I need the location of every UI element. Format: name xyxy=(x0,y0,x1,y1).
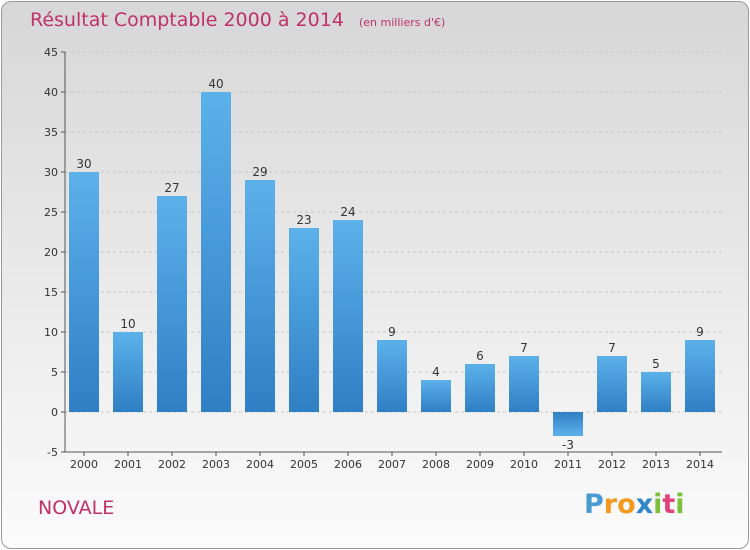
value-label: 6 xyxy=(476,349,484,363)
bar-2003 xyxy=(201,92,231,412)
bar-2002 xyxy=(157,196,187,412)
bar-2008 xyxy=(421,380,451,412)
x-tick-label: 2007 xyxy=(378,458,406,471)
value-label: 4 xyxy=(432,365,440,379)
value-label: 24 xyxy=(340,205,355,219)
y-tick-label: 5 xyxy=(51,366,58,379)
x-tick-label: 2008 xyxy=(422,458,450,471)
bar-2012 xyxy=(597,356,627,412)
value-label: 40 xyxy=(208,77,223,91)
y-tick-label: 15 xyxy=(44,286,58,299)
value-label: 5 xyxy=(652,357,660,371)
logo-letter: i xyxy=(653,489,663,520)
value-label: 7 xyxy=(608,341,616,355)
logo-letter: x xyxy=(635,489,654,520)
x-tick-label: 2012 xyxy=(598,458,626,471)
x-tick-label: 2009 xyxy=(466,458,494,471)
bar-2000 xyxy=(69,172,99,412)
y-tick-label: 30 xyxy=(44,166,58,179)
logo-letter: P xyxy=(584,489,604,520)
x-tick-label: 2001 xyxy=(114,458,142,471)
bar-2011 xyxy=(553,412,583,436)
y-tick-label: 25 xyxy=(44,206,58,219)
bar-2004 xyxy=(245,180,275,412)
chart-title-block: Résultat Comptable 2000 à 2014 (en milli… xyxy=(30,9,445,31)
value-label: 29 xyxy=(252,165,267,179)
bar-2006 xyxy=(333,220,363,412)
y-tick-label: 0 xyxy=(51,406,58,419)
y-tick-label: 20 xyxy=(44,246,58,259)
bar-2010 xyxy=(509,356,539,412)
logo-letter: o xyxy=(617,489,636,520)
x-tick-label: 2000 xyxy=(70,458,98,471)
bar-2001 xyxy=(113,332,143,412)
x-tick-label: 2006 xyxy=(334,458,362,471)
x-tick-label: 2013 xyxy=(642,458,670,471)
value-label: -3 xyxy=(562,438,574,452)
value-label: 23 xyxy=(296,213,311,227)
y-tick-label: 45 xyxy=(44,46,58,59)
x-tick-label: 2003 xyxy=(202,458,230,471)
x-tick-label: 2011 xyxy=(554,458,582,471)
value-label: 27 xyxy=(164,181,179,195)
value-label: 10 xyxy=(120,317,135,331)
y-tick-label: 35 xyxy=(44,126,58,139)
x-tick-label: 2004 xyxy=(246,458,274,471)
x-tick-label: 2002 xyxy=(158,458,186,471)
value-label: 7 xyxy=(520,341,528,355)
x-tick-label: 2010 xyxy=(510,458,538,471)
value-label: 30 xyxy=(76,157,91,171)
y-tick-label: 40 xyxy=(44,86,58,99)
commune-name: NOVALE xyxy=(38,497,115,519)
bar-2013 xyxy=(641,372,671,412)
value-label: 9 xyxy=(696,325,704,339)
bar-2005 xyxy=(289,228,319,412)
bar-2014 xyxy=(685,340,715,412)
x-tick-label: 2014 xyxy=(686,458,714,471)
y-tick-label: -5 xyxy=(47,446,58,459)
bar-2009 xyxy=(465,364,495,412)
logo-letter: r xyxy=(603,489,618,520)
logo-letter: i xyxy=(675,489,685,520)
x-tick-label: 2005 xyxy=(290,458,318,471)
bar-2007 xyxy=(377,340,407,412)
unit-note: (en milliers d'€) xyxy=(358,16,446,29)
value-label: 9 xyxy=(388,325,396,339)
y-tick-label: 10 xyxy=(44,326,58,339)
logo-letter: t xyxy=(662,489,676,520)
proxiti-logo: Proxiti xyxy=(584,489,685,520)
chart-title: Résultat Comptable 2000 à 2014 xyxy=(30,9,344,31)
